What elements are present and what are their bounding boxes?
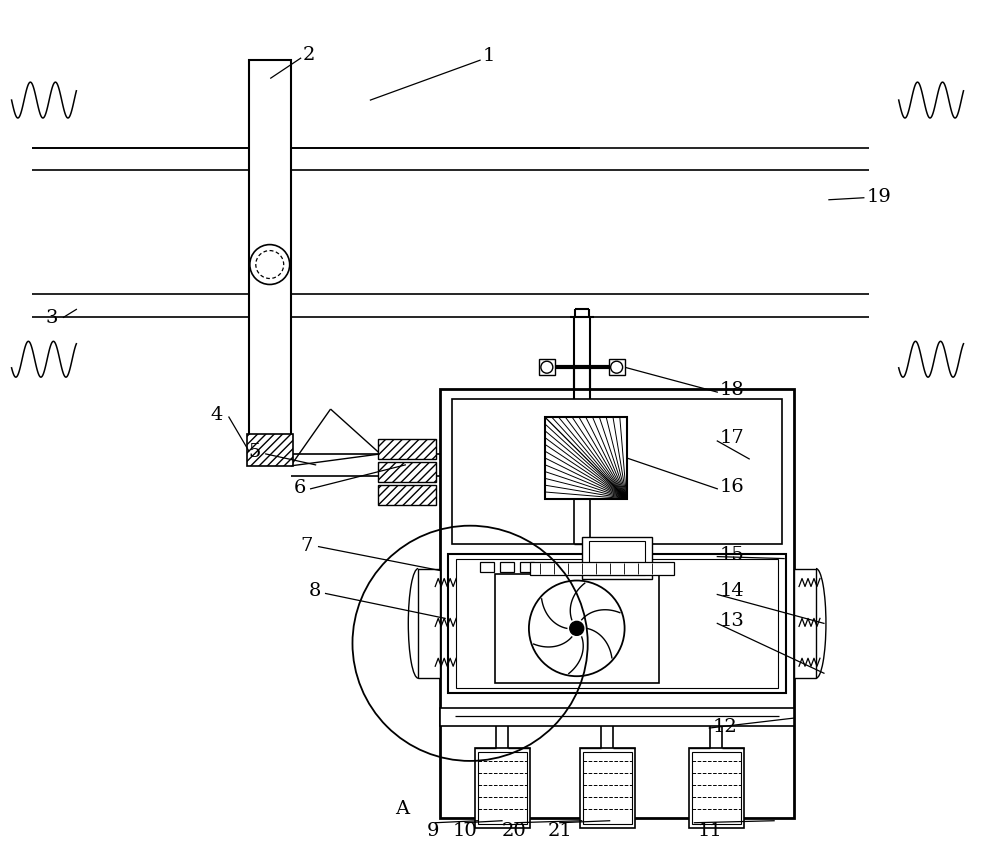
Bar bbox=[520, 562, 534, 572]
Text: 13: 13 bbox=[719, 611, 744, 629]
Text: 10: 10 bbox=[452, 821, 477, 839]
Text: 9: 9 bbox=[427, 821, 440, 839]
Text: 14: 14 bbox=[719, 582, 744, 600]
Text: 8: 8 bbox=[309, 582, 321, 600]
Text: 11: 11 bbox=[697, 821, 722, 839]
Text: 6: 6 bbox=[294, 478, 306, 496]
Text: 18: 18 bbox=[719, 381, 744, 399]
Bar bbox=[452, 400, 782, 544]
Bar bbox=[378, 486, 436, 505]
Bar bbox=[582, 537, 652, 579]
Bar bbox=[609, 360, 625, 375]
Circle shape bbox=[256, 251, 284, 279]
Circle shape bbox=[570, 622, 584, 635]
Text: 21: 21 bbox=[548, 821, 573, 839]
Text: 19: 19 bbox=[867, 188, 892, 206]
Text: 4: 4 bbox=[211, 406, 223, 424]
Text: 17: 17 bbox=[719, 429, 744, 447]
Circle shape bbox=[250, 245, 290, 285]
Bar bbox=[500, 562, 514, 572]
Bar bbox=[689, 748, 744, 827]
Bar bbox=[794, 569, 816, 678]
Circle shape bbox=[529, 581, 625, 677]
Bar bbox=[583, 753, 632, 824]
Bar bbox=[530, 562, 674, 575]
Text: 20: 20 bbox=[502, 821, 527, 839]
Bar bbox=[418, 569, 440, 678]
Bar bbox=[249, 61, 291, 460]
Text: 3: 3 bbox=[45, 309, 58, 327]
Bar bbox=[475, 748, 530, 827]
Text: 15: 15 bbox=[719, 545, 744, 563]
Bar bbox=[589, 541, 645, 575]
Circle shape bbox=[611, 362, 623, 374]
Bar bbox=[448, 554, 786, 693]
Text: A: A bbox=[395, 799, 409, 817]
Bar bbox=[545, 418, 627, 499]
Text: 16: 16 bbox=[719, 477, 744, 495]
Bar bbox=[478, 753, 527, 824]
Bar bbox=[480, 562, 494, 572]
Bar bbox=[495, 574, 659, 684]
Circle shape bbox=[541, 362, 553, 374]
Text: 2: 2 bbox=[303, 46, 315, 64]
Text: 1: 1 bbox=[483, 47, 495, 65]
Bar bbox=[247, 435, 293, 467]
Text: 12: 12 bbox=[712, 717, 737, 735]
Text: 7: 7 bbox=[301, 536, 313, 554]
Bar bbox=[580, 748, 635, 827]
Bar bbox=[378, 439, 436, 460]
Bar bbox=[539, 360, 555, 375]
Bar bbox=[440, 390, 794, 818]
Text: 5: 5 bbox=[249, 443, 261, 461]
Bar bbox=[456, 559, 778, 688]
Bar bbox=[378, 462, 436, 482]
Bar bbox=[692, 753, 741, 824]
Bar bbox=[440, 709, 794, 726]
